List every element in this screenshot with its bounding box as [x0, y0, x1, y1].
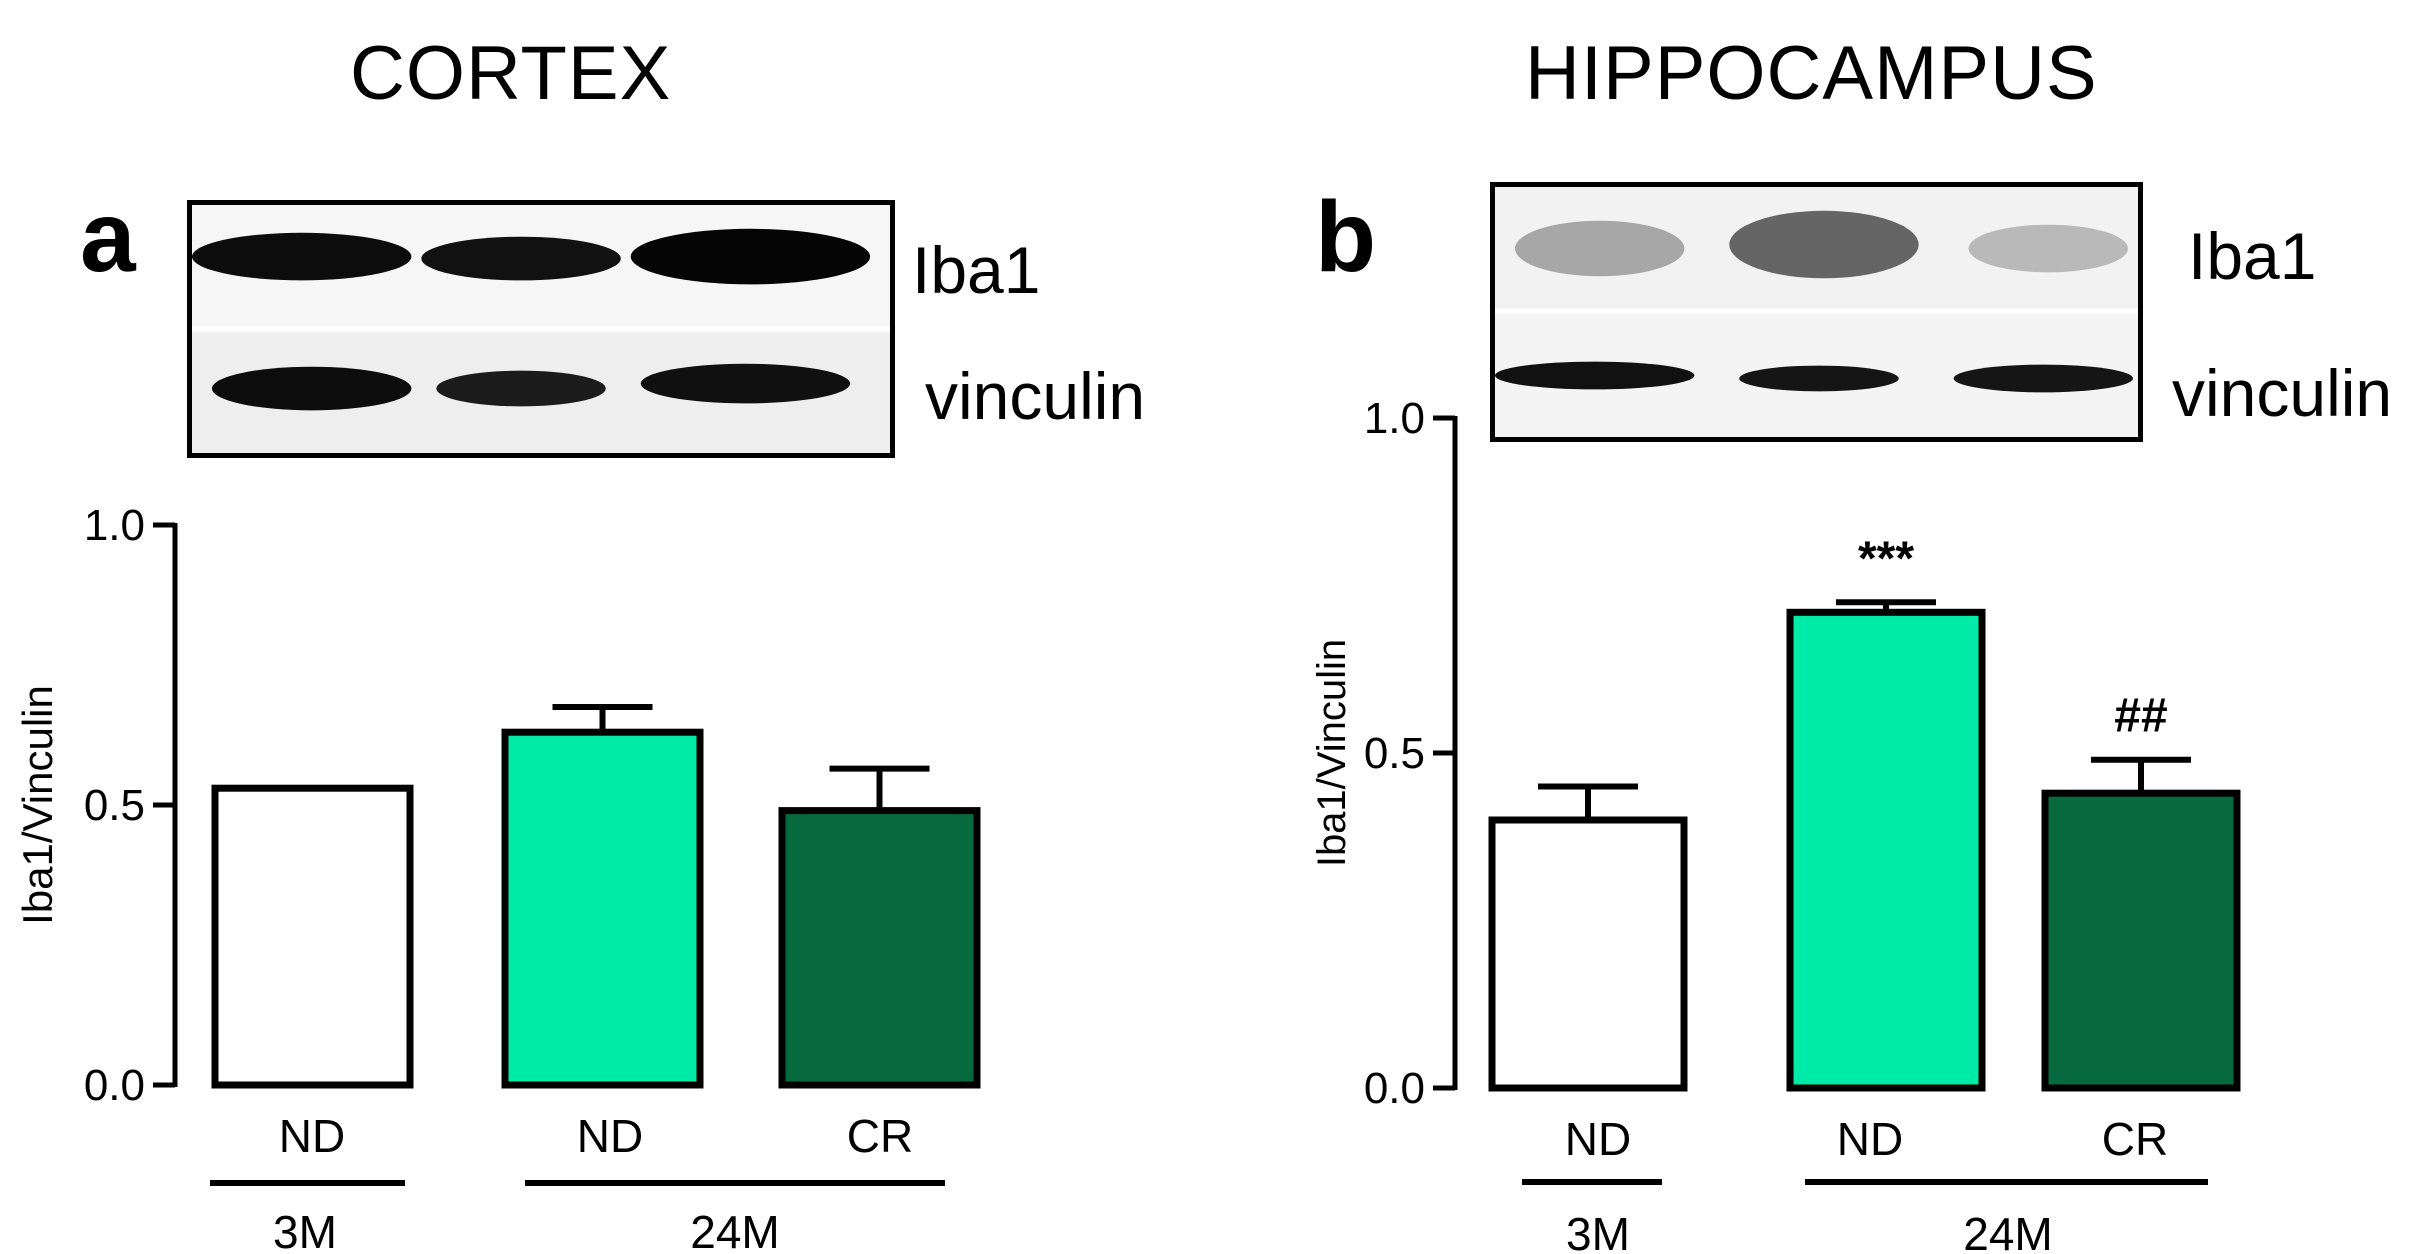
- blot-b-label-vinculin: vinculin: [2172, 356, 2393, 430]
- blot-a-label-iba1: Iba1: [912, 233, 1041, 307]
- blot-b-bands: [1495, 187, 2138, 437]
- panel-b-letter: b: [1315, 181, 1377, 293]
- x-category-label: CR: [2102, 1113, 2168, 1165]
- panel-a-title: CORTEX: [350, 31, 672, 116]
- panel-a-letter: a: [80, 181, 136, 293]
- bar-1: [211, 784, 414, 1089]
- bar-3: [2041, 789, 2241, 1092]
- y-tick-label: 1.0: [1364, 394, 1425, 443]
- blot-b-label-iba1: Iba1: [2188, 219, 2317, 293]
- y-tick-label: 0.5: [84, 781, 145, 830]
- y-tick-label: 0.5: [1364, 729, 1425, 778]
- x-category-label: CR: [847, 1110, 913, 1162]
- western-blot-b: [1490, 182, 2143, 442]
- x-category-label: ND: [279, 1110, 345, 1162]
- panel-b-title: HIPPOCAMPUS: [1525, 31, 2098, 116]
- western-blot-a: [187, 200, 895, 458]
- bar-1: [1488, 816, 1688, 1092]
- y-axis-label: Iba1/Vinculin: [14, 685, 61, 925]
- significance-annotation: ***: [1858, 532, 1914, 585]
- bar-2: [1786, 608, 1986, 1092]
- x-category-label: ND: [1837, 1113, 1903, 1165]
- blot-a-label-vinculin: vinculin: [925, 359, 1146, 433]
- bar-3: [778, 807, 981, 1089]
- y-axis-label: Iba1/Vinculin: [1310, 639, 1354, 867]
- y-tick-label: 1.0: [84, 501, 145, 550]
- group-label: 24M: [1963, 1208, 2052, 1254]
- group-label: 3M: [1566, 1208, 1630, 1254]
- group-label: 24M: [690, 1206, 779, 1254]
- y-tick-label: 0.0: [84, 1061, 145, 1110]
- x-category-label: ND: [577, 1110, 643, 1162]
- y-tick-label: 0.0: [1364, 1064, 1425, 1113]
- x-category-label: ND: [1565, 1113, 1631, 1165]
- bar-2: [501, 728, 704, 1089]
- significance-annotation: ##: [2114, 690, 2167, 743]
- blot-a-bands: [192, 205, 890, 453]
- group-label: 3M: [273, 1206, 337, 1254]
